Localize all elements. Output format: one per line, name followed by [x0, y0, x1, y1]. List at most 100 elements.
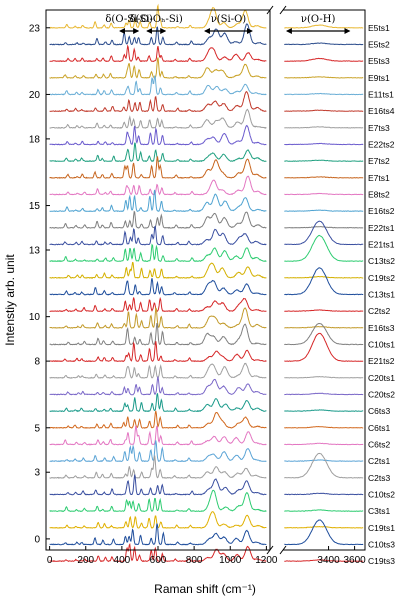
spectrum-left-C10ts3: [49, 523, 267, 546]
spectrum-left-C6ts3: [49, 393, 267, 413]
spectrum-left-E22ts2: [49, 124, 267, 146]
series-label: C10ts2: [368, 489, 395, 499]
annotations: δ(O-Si-O)δ(Si-Oₕ-Si) ν(Si-O) ν(O-H): [105, 14, 351, 34]
y-tick-label: 0: [34, 534, 40, 545]
x-tick-label: 200: [77, 555, 94, 566]
series-labels: E5ts1 E5ts2 E5ts3 E9ts1 E11ts1 E16ts4 E7ts3 E22…: [368, 23, 395, 566]
spectrum-right-E7ts1: [284, 176, 364, 179]
series-label: C19ts1: [368, 523, 395, 533]
spectrum-left-E5ts1: [49, 3, 267, 29]
series-label: E8ts2: [368, 189, 390, 199]
y-tick-label: 8: [34, 357, 40, 368]
spectrum-left-C20ts2: [49, 376, 267, 396]
spectrum-right-E16ts2: [284, 209, 364, 212]
series-label: E5ts2: [368, 39, 390, 49]
series-label: C20ts2: [368, 389, 395, 399]
series-label: C10ts1: [368, 339, 395, 349]
series-label: C2ts3: [368, 473, 390, 483]
spectrum-left-E16ts4: [49, 90, 267, 113]
break-mark: [266, 5, 274, 15]
spectrum-left-C3ts1: [49, 489, 267, 513]
x-axis-title: Raman shift (cm⁻¹): [154, 582, 256, 596]
spectrum-left-E22ts1: [49, 210, 267, 229]
spectrum-right-E5ts3: [284, 57, 364, 62]
series-label: E21ts1: [368, 239, 395, 249]
series-label: E16ts3: [368, 323, 395, 333]
y-tick-label: 5: [34, 423, 40, 434]
series-label: C2ts1: [368, 456, 390, 466]
spectrum-right-C19ts1: [284, 525, 364, 529]
spectrum-left-C13ts1: [49, 278, 267, 296]
spectrum-left-C20ts1: [49, 362, 267, 379]
spectrum-right-E21ts2: [284, 332, 364, 362]
spectrum-right-C2ts2: [284, 309, 364, 312]
series-label: E22ts1: [368, 223, 395, 233]
spectrum-left-C2ts3: [49, 455, 267, 479]
series-label: C3ts1: [368, 506, 390, 516]
spectrum-right-C6ts1: [284, 425, 364, 429]
series-label: C6ts1: [368, 423, 390, 433]
spectrum-left-E21ts2: [49, 341, 267, 363]
spectrum-right-C20ts1: [284, 375, 364, 379]
x-tick-label: 600: [150, 555, 167, 566]
spectrum-right-C6ts3: [284, 409, 364, 412]
y-tick-label: 20: [29, 90, 41, 101]
x-tick-label: 800: [186, 555, 203, 566]
series-label: C13ts2: [368, 256, 395, 266]
y-tick-label: 3: [34, 468, 40, 479]
annotation-label: ν(O-H): [301, 14, 336, 25]
spectrum-right-E9ts1: [284, 76, 364, 79]
spectrum-right-C13ts2: [284, 234, 364, 262]
series-label: C6ts2: [368, 439, 390, 449]
x-tick-label: 3400: [317, 555, 340, 566]
x-tick-label: 3600: [343, 555, 366, 566]
series-label: E21ts2: [368, 356, 395, 366]
x-tick-label: 0: [47, 555, 53, 566]
annotation-label: ν(Si-O): [211, 14, 247, 25]
spectrum-left-C6ts1: [49, 410, 267, 429]
break-mark: [266, 545, 274, 555]
spectrum-left-C10ts1: [49, 322, 267, 346]
spectrum-right-E22ts1: [284, 226, 364, 229]
spectrum-right-E22ts2: [284, 142, 364, 146]
axes: 0 3 5 8 10 13 15 18 20 23 0 200 400 600 800 1000 1200 340…: [29, 5, 366, 566]
spectrum-left-E11ts1: [49, 75, 267, 96]
series-label: E7ts1: [368, 173, 390, 183]
spectrum-right-E21ts1: [284, 220, 364, 246]
spectrum-left-C13ts2: [49, 243, 267, 263]
axis-break-gap: [270, 6, 283, 554]
spectrum-left-E5ts3: [49, 44, 267, 63]
spectrum-right-C10ts3: [284, 519, 364, 546]
spectrum-left-C19ts2: [49, 261, 267, 279]
break-mark: [279, 5, 287, 15]
spectrum-right-C3ts1: [284, 509, 364, 512]
series-layer: [49, 3, 364, 563]
x-tick-label: 400: [114, 555, 131, 566]
spectrum-left-C6ts2: [49, 425, 267, 446]
spectrum-right-E11ts1: [284, 92, 364, 96]
series-label: E5ts3: [368, 56, 390, 66]
series-label: E22ts2: [368, 139, 395, 149]
spectrum-left-C2ts2: [49, 296, 267, 313]
spectrum-right-C2ts1: [284, 459, 364, 462]
spectrum-right-C2ts3: [284, 452, 364, 479]
y-tick-label: 23: [29, 23, 41, 34]
spectrum-right-C20ts2: [284, 392, 364, 396]
spectrum-left-E9ts1: [49, 57, 267, 79]
series-label: C13ts1: [368, 289, 395, 299]
spectrum-left-C2ts1: [49, 440, 267, 463]
series-label: C10ts3: [368, 539, 395, 549]
spectrum-left-E7ts3: [49, 108, 267, 129]
series-label: C19ts2: [368, 273, 395, 283]
series-label: E16ts2: [368, 206, 395, 216]
spectrum-right-C19ts2: [284, 276, 364, 279]
spectrum-right-E16ts4: [284, 109, 364, 112]
series-label: C20ts1: [368, 373, 395, 383]
spectrum-right-C19ts3: [284, 559, 364, 562]
x-tick-label: 1000: [219, 555, 242, 566]
annotation-label: δ(Si-Oₕ-Si): [130, 14, 183, 25]
spectrum-right-E7ts3: [284, 126, 364, 129]
spectrum-right-E5ts2: [284, 42, 364, 46]
spectrum-right-E8ts2: [284, 192, 364, 196]
